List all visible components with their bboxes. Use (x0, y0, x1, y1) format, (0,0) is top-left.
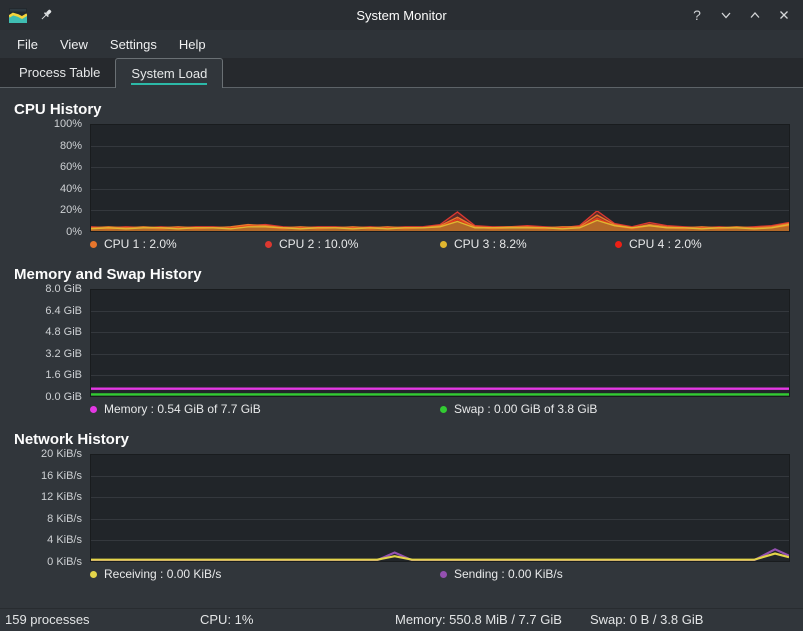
y-tick-label: 40% (59, 182, 82, 195)
gridline (91, 518, 789, 520)
minimize-button[interactable] (715, 4, 737, 26)
status-memory: Memory: 550.8 MiB / 7.7 GiB (395, 612, 562, 627)
memory-swap-history-chart[interactable] (90, 289, 790, 397)
y-tick-label: 20 KiB/s (41, 448, 82, 460)
legend-item: CPU 1 : 2.0% (90, 237, 265, 251)
gridline (91, 146, 789, 148)
gridline (91, 353, 789, 355)
cpu-history-title: CPU History (14, 101, 102, 118)
gridline (91, 476, 789, 478)
menu-file[interactable]: File (17, 36, 38, 52)
legend-color-dot (90, 405, 97, 413)
legend-item: Memory : 0.54 GiB of 7.7 GiB (90, 402, 265, 416)
legend-item: CPU 3 : 8.2% (440, 237, 615, 251)
y-tick-label: 1.6 GiB (45, 369, 82, 382)
y-tick-label: 0.0 GiB (45, 391, 82, 403)
cpu-legend: CPU 1 : 2.0% CPU 2 : 10.0% CPU 3 : 8.2% CPU… (90, 237, 790, 251)
menu-help[interactable]: Help (178, 36, 206, 52)
status-process-count: 159 processes (5, 612, 90, 627)
memory-swap-history-title: Memory and Swap History (14, 266, 202, 283)
menu-settings[interactable]: Settings (109, 36, 157, 52)
help-button[interactable]: ? (693, 7, 701, 23)
status-cpu: CPU: 1% (200, 612, 254, 627)
legend-item: Receiving : 0.00 KiB/s (90, 567, 265, 581)
window-title: System Monitor (356, 7, 447, 23)
y-tick-label: 4.8 GiB (45, 326, 82, 339)
legend-label: Memory : 0.54 GiB of 7.7 GiB (104, 402, 261, 416)
legend-color-dot (90, 240, 97, 248)
system-load-page: CPU History 100% 80% 60% 40% 20% 0% CPU 1 : 2… (0, 88, 803, 608)
menubar: File View Settings Help (0, 30, 803, 58)
memory-legend: Memory : 0.54 GiB of 7.7 GiB Swap : 0.00 … (90, 402, 790, 416)
legend-color-dot (615, 240, 622, 248)
y-tick-label: 80% (59, 139, 82, 152)
y-tick-label: 20% (59, 204, 82, 217)
cpu-history-section: CPU History 100% 80% 60% 40% 20% 0% CPU 1 : 2… (0, 101, 803, 251)
y-tick-label: 0% (66, 226, 82, 238)
network-history-section: Network History 20 KiB/s 16 KiB/s 12 KiB/s… (0, 431, 803, 581)
legend-item: CPU 4 : 2.0% (615, 237, 790, 251)
gridline (91, 167, 789, 169)
legend-label: CPU 4 : 2.0% (629, 237, 702, 251)
legend-label: CPU 2 : 10.0% (279, 237, 359, 251)
maximize-button[interactable] (744, 4, 766, 26)
gridline (91, 209, 789, 211)
titlebar: System Monitor ? (0, 0, 803, 30)
gridline (91, 374, 789, 376)
network-history-chart[interactable] (90, 454, 790, 562)
memory-swap-history-section: Memory and Swap History 8.0 GiB 6.4 GiB 4.… (0, 266, 803, 416)
legend-color-dot (440, 570, 447, 578)
y-tick-label: 8 KiB/s (47, 512, 82, 525)
gridline (91, 188, 789, 190)
cpu-y-axis: 100% 80% 60% 40% 20% 0% (0, 118, 88, 238)
legend-label: Swap : 0.00 GiB of 3.8 GiB (454, 402, 598, 416)
tabbar: Process Table System Load (0, 58, 803, 88)
gridline (91, 311, 789, 313)
gridline (91, 332, 789, 334)
memory-y-axis: 8.0 GiB 6.4 GiB 4.8 GiB 3.2 GiB 1.6 GiB 0.0 G… (0, 283, 88, 403)
y-tick-label: 3.2 GiB (45, 347, 82, 360)
y-tick-label: 0 KiB/s (47, 556, 82, 568)
y-tick-label: 6.4 GiB (45, 304, 82, 317)
y-tick-label: 4 KiB/s (47, 534, 82, 547)
y-tick-label: 60% (59, 161, 82, 174)
tab-system-load[interactable]: System Load (115, 58, 224, 88)
network-legend: Receiving : 0.00 KiB/s Sending : 0.00 KiB… (90, 567, 790, 581)
legend-color-dot (440, 240, 447, 248)
y-tick-label: 16 KiB/s (41, 469, 82, 482)
legend-item: Swap : 0.00 GiB of 3.8 GiB (440, 402, 615, 416)
legend-color-dot (90, 570, 97, 578)
cpu-history-chart[interactable] (90, 124, 790, 232)
statusbar: 159 processes CPU: 1% Memory: 550.8 MiB … (0, 608, 803, 631)
legend-color-dot (440, 405, 447, 413)
legend-label: CPU 1 : 2.0% (104, 237, 177, 251)
legend-item: Sending : 0.00 KiB/s (440, 567, 615, 581)
gridline (91, 497, 789, 499)
tab-process-table[interactable]: Process Table (19, 65, 101, 80)
close-button[interactable] (773, 4, 795, 26)
legend-label: CPU 3 : 8.2% (454, 237, 527, 251)
legend-color-dot (265, 240, 272, 248)
legend-label: Sending : 0.00 KiB/s (454, 567, 563, 581)
legend-label: Receiving : 0.00 KiB/s (104, 567, 222, 581)
app-icon (8, 5, 28, 25)
legend-item: CPU 2 : 10.0% (265, 237, 440, 251)
network-y-axis: 20 KiB/s 16 KiB/s 12 KiB/s 8 KiB/s 4 KiB/s 0 … (0, 448, 88, 568)
network-history-title: Network History (14, 431, 130, 448)
pin-icon[interactable] (36, 5, 56, 25)
gridline (91, 539, 789, 541)
status-swap: Swap: 0 B / 3.8 GiB (590, 612, 704, 627)
y-tick-label: 12 KiB/s (41, 491, 82, 504)
menu-view[interactable]: View (59, 36, 88, 52)
y-tick-label: 8.0 GiB (45, 283, 82, 295)
y-tick-label: 100% (53, 118, 82, 130)
